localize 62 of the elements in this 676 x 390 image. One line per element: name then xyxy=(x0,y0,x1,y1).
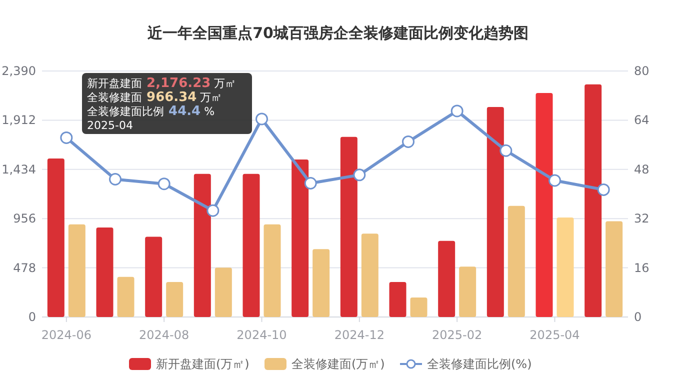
y-tick-label: 2,390 xyxy=(2,64,36,78)
bar xyxy=(145,236,162,317)
x-tick-label: 2025-02 xyxy=(432,328,482,342)
point xyxy=(500,144,512,157)
bar xyxy=(96,227,114,317)
bar xyxy=(459,266,476,317)
bar xyxy=(312,249,330,317)
y-tick-label: 956 xyxy=(13,212,36,226)
point xyxy=(402,135,414,148)
chart-title: 近一年全国重点70城百强房企全装修建面比例变化趋势图 xyxy=(146,24,528,42)
bar xyxy=(536,93,553,317)
point xyxy=(597,183,610,196)
y-tick-label: 478 xyxy=(13,260,36,275)
legend-label: 全装修建面(万㎡) xyxy=(292,357,385,371)
bar xyxy=(292,160,309,317)
bar xyxy=(214,268,232,317)
legend-label: 新开盘建面(万㎡) xyxy=(156,357,250,371)
point xyxy=(548,174,561,187)
bar xyxy=(68,224,86,317)
bar xyxy=(47,158,64,317)
bar xyxy=(117,276,134,317)
bar xyxy=(508,206,525,317)
point xyxy=(256,112,268,126)
bar xyxy=(389,282,406,317)
bar xyxy=(606,221,623,317)
x-tick-label: 2024-12 xyxy=(334,328,384,342)
y-tick-label: 0 xyxy=(28,310,36,324)
annotation: 2025-04 xyxy=(87,119,133,132)
bar xyxy=(242,174,260,317)
point xyxy=(206,204,220,217)
point xyxy=(450,104,464,118)
y-tick-label: 1,912 xyxy=(2,113,36,128)
bar xyxy=(584,84,602,317)
point xyxy=(353,168,366,182)
point xyxy=(60,131,73,144)
y2-tick-label: 0 xyxy=(634,310,642,324)
annotation: 全装修建面比例 44.4 % xyxy=(87,104,215,119)
x-tick-label: 2024-10 xyxy=(236,328,287,342)
bar xyxy=(410,297,428,317)
bar xyxy=(438,240,456,317)
y2-tick-label: 16 xyxy=(634,260,650,275)
y2-tick-label: 80 xyxy=(634,64,650,78)
bar xyxy=(340,136,358,317)
y2-tick-label: 48 xyxy=(634,162,650,176)
x-tick-label: 2025-04 xyxy=(530,328,580,342)
legend-label: 全装修建面比例(%) xyxy=(427,357,532,371)
bar xyxy=(486,107,504,317)
bar xyxy=(556,218,574,317)
bar xyxy=(264,224,281,317)
x-tick-label: 2024-06 xyxy=(41,328,92,342)
point xyxy=(109,172,122,186)
bar xyxy=(166,282,184,317)
x-tick-label: 2024-08 xyxy=(139,328,190,342)
bar xyxy=(194,174,211,317)
y2-tick-label: 64 xyxy=(634,113,650,128)
bar xyxy=(361,234,378,317)
annotation: 新开盘建面 2,176.23 万㎡ xyxy=(87,76,236,91)
y-tick-label: 1,434 xyxy=(2,162,36,176)
annotation: 全装修建面 966.34 万㎡ xyxy=(87,90,222,105)
point xyxy=(304,176,317,190)
point xyxy=(158,178,170,190)
y2-tick-label: 32 xyxy=(634,212,650,226)
